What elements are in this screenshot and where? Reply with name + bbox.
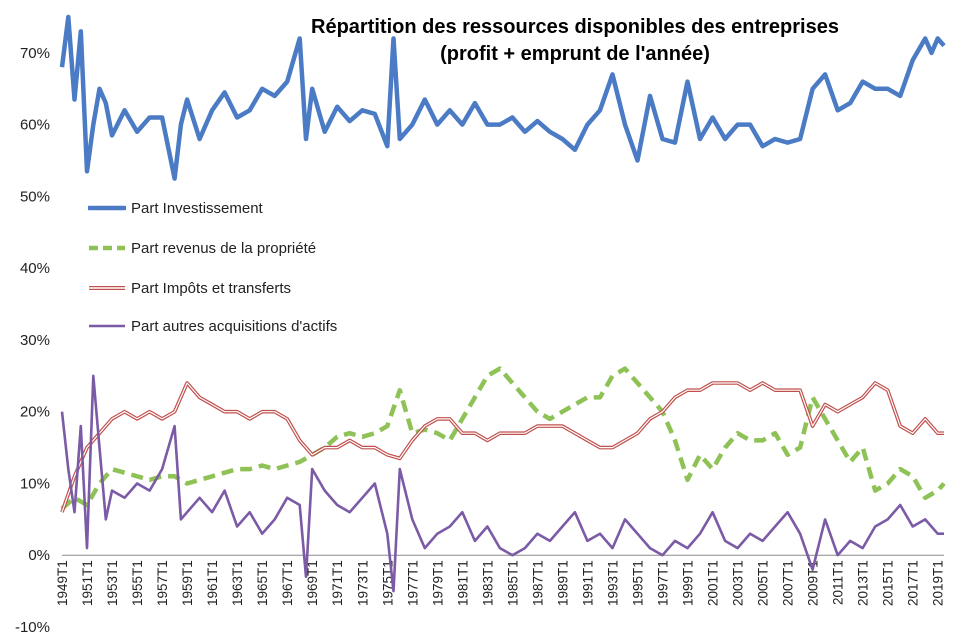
y-axis-ticks: -10% 0% 10% 20% 30% 40% 50% 60% 70% xyxy=(15,45,50,636)
legend-label-revenus-propriete: Part revenus de la propriété xyxy=(131,240,317,257)
x-tick-label: 2007T1 xyxy=(781,560,796,606)
x-tick-label: 1977T1 xyxy=(405,560,420,606)
x-tick-label: 2017T1 xyxy=(906,560,921,606)
y-tick-label: -10% xyxy=(15,619,50,636)
x-tick-label: 2003T1 xyxy=(731,560,746,606)
legend-item-impots-transferts: Part Impôts et transferts xyxy=(88,276,408,300)
x-tick-label: 1995T1 xyxy=(630,560,645,606)
x-tick-label: 1971T1 xyxy=(330,560,345,606)
x-tick-label: 2011T1 xyxy=(831,560,846,605)
x-tick-label: 1965T1 xyxy=(255,560,270,606)
x-tick-label: 1951T1 xyxy=(80,560,95,606)
x-tick-label: 1955T1 xyxy=(130,560,145,606)
legend-swatch-revenus-propriete xyxy=(89,245,125,251)
x-tick-label: 1981T1 xyxy=(455,560,470,606)
chart-title-line-2: (profit + emprunt de l'année) xyxy=(440,43,710,65)
legend-swatch-impots-transferts xyxy=(89,286,125,290)
chart-title: Répartition des ressources disponibles d… xyxy=(280,14,870,68)
legend-label-impots-transferts: Part Impôts et transferts xyxy=(131,280,292,297)
x-tick-label: 1963T1 xyxy=(230,560,245,606)
legend-label-autres-acquisitions: Part autres acquisitions d'actifs xyxy=(131,318,338,335)
x-tick-label: 2009T1 xyxy=(806,560,821,606)
x-tick-label: 1953T1 xyxy=(105,560,120,606)
x-tick-label: 1973T1 xyxy=(355,560,370,606)
y-tick-label: 20% xyxy=(20,404,50,421)
y-tick-label: 40% xyxy=(20,260,50,277)
x-tick-label: 1999T1 xyxy=(681,560,696,606)
y-tick-label: 30% xyxy=(20,332,50,349)
legend-swatch-autres-acquisitions xyxy=(89,324,125,328)
y-tick-label: 70% xyxy=(20,45,50,62)
series-line-revenus-propriete xyxy=(60,366,946,511)
x-tick-label: 1997T1 xyxy=(656,560,671,606)
x-tick-label: 1969T1 xyxy=(305,560,320,606)
series-layer xyxy=(59,14,946,593)
x-tick-label: 1983T1 xyxy=(480,560,495,606)
x-tick-label: 1959T1 xyxy=(180,560,195,606)
x-tick-label: 2019T1 xyxy=(931,560,946,606)
legend-label-investissement: Part Investissement xyxy=(131,200,263,217)
x-tick-label: 2001T1 xyxy=(706,560,721,606)
legend-item-autres-acquisitions: Part autres acquisitions d'actifs xyxy=(88,314,408,338)
y-tick-label: 10% xyxy=(20,475,50,492)
y-tick-label: 60% xyxy=(20,117,50,134)
x-tick-label: 1957T1 xyxy=(155,560,170,606)
x-tick-label: 1979T1 xyxy=(430,560,445,606)
x-tick-label: 2005T1 xyxy=(756,560,771,606)
x-tick-label: 1991T1 xyxy=(580,560,595,606)
series-line-investissement xyxy=(59,14,946,181)
x-tick-label: 2015T1 xyxy=(881,560,896,606)
x-tick-label: 1985T1 xyxy=(505,560,520,606)
legend-item-revenus-propriete: Part revenus de la propriété xyxy=(88,236,408,260)
x-tick-label: 2013T1 xyxy=(856,560,871,606)
x-axis-ticks: 1949T1 1951T1 1953T1 1955T1 1957T1 1959T1 1961… xyxy=(55,560,946,606)
y-tick-label: 0% xyxy=(28,547,50,564)
chart-title-line-1: Répartition des ressources disponibles d… xyxy=(311,16,839,38)
series-line-autres-acquisitions xyxy=(60,374,944,593)
series-line-impots-transferts-inner xyxy=(61,382,944,513)
y-tick-label: 50% xyxy=(20,188,50,205)
x-tick-label: 1989T1 xyxy=(555,560,570,606)
legend-swatch-investissement xyxy=(88,205,126,211)
x-tick-label: 1987T1 xyxy=(530,560,545,606)
x-tick-label: 1961T1 xyxy=(205,560,220,606)
x-tick-label: 1993T1 xyxy=(605,560,620,606)
series-line-impots-transferts xyxy=(60,381,944,513)
legend-item-investissement: Part Investissement xyxy=(88,196,408,220)
x-tick-label: 1949T1 xyxy=(55,560,70,606)
x-tick-label: 1967T1 xyxy=(280,560,295,606)
